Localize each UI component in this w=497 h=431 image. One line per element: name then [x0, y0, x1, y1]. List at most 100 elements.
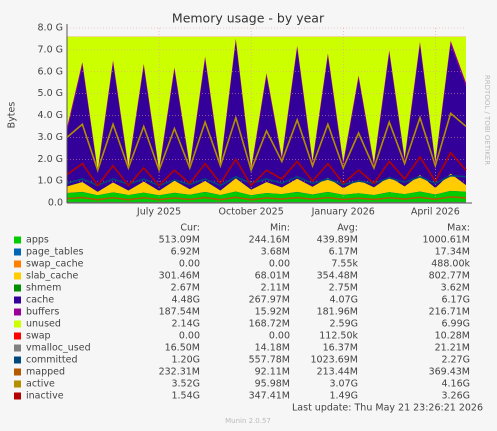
legend-stat: 0.00 [269, 259, 290, 270]
legend-stat: 3.52G [171, 379, 200, 390]
legend-swatch [14, 356, 21, 364]
legend-stat: 3.68M [261, 247, 290, 258]
legend-label: swap [26, 331, 51, 342]
legend-stat: 354.48M [317, 271, 358, 282]
footer: Munin 2.0.57 [225, 417, 271, 425]
legend-stat: 21.21M [435, 343, 470, 354]
x-tick-label: October 2025 [219, 207, 284, 218]
legend-stat: 2.59G [329, 319, 358, 330]
legend-swatch [14, 344, 21, 352]
legend-stat: 2.67M [171, 283, 200, 294]
y-tick-label: 1.0 G [38, 176, 64, 187]
line [66, 111, 467, 173]
legend-stat: 6.99G [441, 319, 470, 330]
line [66, 174, 467, 187]
legend-stat: 16.37M [323, 343, 358, 354]
legend-label: vmalloc_used [26, 343, 91, 354]
legend-stat: 181.96M [317, 307, 358, 318]
legend-swatch [14, 320, 21, 328]
legend-label: committed [26, 355, 78, 366]
legend-swatch [14, 248, 21, 256]
line [66, 196, 467, 201]
legend-stat: 2.27G [441, 355, 470, 366]
legend-stat: 2.75M [329, 283, 358, 294]
y-tick-label: 0.0 [48, 198, 63, 209]
plot: 0.0 1.0 G 2.0 G 3.0 G 4.0 G 5.0 G 6.0 G 7.0 G 8.… [38, 23, 472, 218]
y-axis-label: Bytes [7, 102, 18, 129]
legend-label: buffers [26, 307, 59, 318]
legend-stat: 513.09M [159, 235, 200, 246]
legend-stat: 0.00 [179, 331, 200, 342]
x-tick-label: July 2025 [136, 207, 181, 218]
legend-swatch [14, 296, 21, 304]
legend-stat: 17.34M [435, 247, 470, 258]
legend-label: swap_cache [26, 259, 84, 270]
legend-swatch [14, 380, 21, 388]
legend-stat: 216.71M [429, 307, 470, 318]
legend-swatch [14, 260, 21, 268]
legend-header: Min: [270, 223, 290, 234]
legend-stat: 301.46M [159, 271, 200, 282]
legend-stat: 4.48G [171, 295, 200, 306]
chart-title: Memory usage - by year [172, 11, 325, 26]
legend-stat: 1.54G [171, 391, 200, 402]
legend-stat: 557.78M [249, 355, 290, 366]
y-tick-label: 6.0 G [38, 66, 64, 77]
legend-stat: 6.92M [171, 247, 200, 258]
legend-stat: 3.07G [329, 379, 358, 390]
legend-swatch [14, 236, 21, 244]
legend-stat: 112.50k [319, 331, 358, 342]
legend-stat: 369.43M [429, 367, 470, 378]
legend-stat: 0.00 [179, 259, 200, 270]
legend-swatch [14, 332, 21, 340]
legend-stat: 168.72M [249, 319, 290, 330]
legend-label: inactive [26, 391, 64, 402]
legend-stat: 10.28M [435, 331, 470, 342]
y-tick-label: 3.0 G [38, 132, 64, 143]
legend-swatch [14, 392, 21, 400]
legend-stat: 6.17M [329, 247, 358, 258]
legend-stat: 1.49G [329, 391, 358, 402]
legend-stat: 3.62M [441, 283, 470, 294]
y-tick-label: 8.0 G [38, 23, 64, 34]
legend-swatch [14, 368, 21, 376]
legend-stat: 15.92M [255, 307, 290, 318]
legend-label: mapped [26, 367, 65, 378]
legend: Cur: Min: Avg: Max: apps 513.09M 244.16M 439.89… [14, 223, 470, 402]
legend-stat: 187.54M [159, 307, 200, 318]
legend-stat: 7.55k [331, 259, 358, 270]
legend-label: slab_cache [26, 271, 78, 282]
legend-stat: 3.26G [441, 391, 470, 402]
legend-stat: 244.16M [249, 235, 290, 246]
y-tick-label: 2.0 G [38, 154, 64, 165]
x-tick-label: April 2026 [411, 207, 460, 218]
legend-stat: 1023.69M [311, 355, 358, 366]
legend-stat: 213.44M [317, 367, 358, 378]
legend-stat: 95.98M [255, 379, 290, 390]
x-tick-label: January 2026 [311, 207, 375, 218]
legend-label: shmem [26, 283, 61, 294]
legend-stat: 0.00 [269, 331, 290, 342]
watermark: RRDTOOL / TOBI OETIKER [483, 75, 491, 165]
legend-stat: 2.14G [171, 319, 200, 330]
legend-stat: 14.18M [255, 343, 290, 354]
legend-label: unused [26, 319, 61, 330]
legend-stat: 1000.61M [423, 235, 470, 246]
legend-label: page_tables [26, 247, 84, 258]
legend-stat: 488.00k [431, 259, 470, 270]
last-update: Last update: Thu May 21 23:26:21 2026 [292, 403, 483, 414]
legend-stat: 16.50M [165, 343, 200, 354]
legend-swatch [14, 308, 21, 316]
legend-stat: 4.16G [441, 379, 470, 390]
legend-label: active [26, 379, 55, 390]
legend-label: cache [26, 295, 54, 306]
y-tick-label: 4.0 G [38, 110, 64, 121]
legend-stat: 347.41M [249, 391, 290, 402]
area [67, 42, 466, 203]
y-tick-label: 7.0 G [38, 44, 64, 55]
legend-header: Avg: [337, 223, 358, 234]
legend-stat: 92.11M [255, 367, 290, 378]
legend-header: Cur: [180, 223, 200, 234]
legend-header: Max: [447, 223, 470, 234]
